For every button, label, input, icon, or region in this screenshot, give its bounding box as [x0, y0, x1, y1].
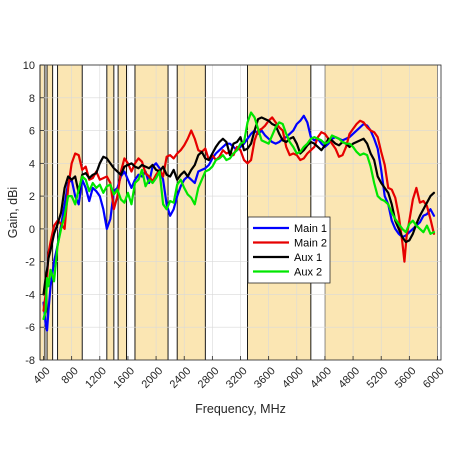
x-tick-label: 4000	[280, 365, 306, 391]
y-tick-label: 6	[29, 126, 35, 138]
y-tick-label: 8	[29, 93, 35, 105]
x-tick-label: 1200	[83, 365, 109, 391]
x-tick-label: 6000	[421, 365, 447, 391]
series-lines	[42, 111, 436, 332]
highlight-band	[118, 65, 127, 360]
legend-label: Main 1	[294, 223, 327, 235]
y-tick-label: 2	[29, 191, 35, 203]
y-tick-label: -4	[25, 289, 35, 301]
legend: Main 1 Main 2 Aux 1 Aux 2	[247, 216, 331, 284]
x-tick-label: 2000	[139, 365, 165, 391]
legend-label: Aux 2	[294, 267, 322, 279]
x-axis-label: Frequency, MHz	[195, 402, 286, 416]
x-tick-label: 1600	[111, 365, 137, 391]
x-tick-label: 3600	[252, 365, 278, 391]
highlight-band	[134, 65, 169, 360]
x-tick-label: 3200	[224, 365, 250, 391]
y-tick-label: -6	[25, 322, 35, 334]
series-line-main-2	[42, 116, 436, 312]
x-tick-label: 800	[59, 365, 80, 386]
x-tick-label: 400	[31, 365, 52, 386]
x-tick-label: 4800	[336, 365, 362, 391]
legend-label: Main 2	[294, 238, 327, 250]
series-line-aux-1	[42, 116, 436, 296]
legend-label: Aux 1	[294, 252, 322, 264]
y-tick-label: 10	[23, 60, 35, 72]
y-tick-label: -2	[25, 257, 35, 269]
highlight-band	[177, 65, 206, 360]
x-tick-label: 5200	[365, 365, 391, 391]
highlight-band	[247, 65, 311, 360]
y-axis-label: Gain, dBi	[6, 187, 20, 238]
x-tick-label: 5600	[393, 365, 419, 391]
y-tick-label: 0	[29, 224, 35, 236]
x-tick-label: 2800	[196, 365, 222, 391]
highlight-band	[47, 65, 53, 360]
y-tick-label: -8	[25, 355, 35, 367]
x-tick-label: 4400	[308, 365, 334, 391]
highlight-band	[40, 65, 45, 360]
series-line-aux-2	[42, 111, 436, 321]
y-tick-label: 4	[29, 158, 35, 170]
x-tick-label: 2400	[168, 365, 194, 391]
